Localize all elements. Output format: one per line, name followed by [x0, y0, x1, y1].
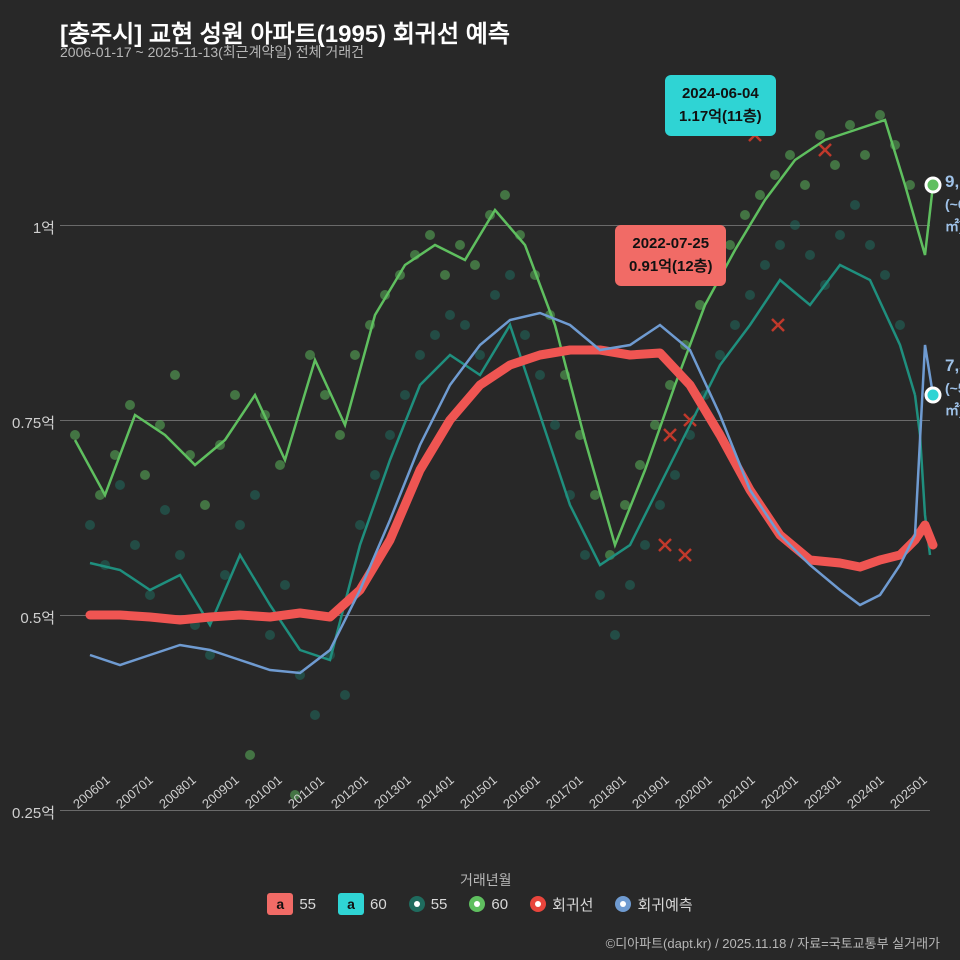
chart-subtitle: 2006-01-17 ~ 2025-11-13(최근계약일) 전체 거래건	[60, 42, 364, 62]
legend-item-swatch-60[interactable]: a 60	[338, 893, 387, 915]
legend-dot-60-icon	[469, 896, 485, 912]
chart-legend: a 55 a 60 55 60 회귀선 회귀예측	[0, 893, 960, 915]
legend-item-dot-60[interactable]: 60	[469, 896, 508, 913]
legend-dot-55-icon	[409, 896, 425, 912]
legend-item-forecast[interactable]: 회귀예측	[615, 894, 692, 915]
xaxis-label: 거래년월	[460, 870, 512, 890]
legend-swatch-60-color: a	[338, 893, 364, 915]
endpoint-label-60: 9,100 (~60㎡)	[945, 171, 960, 237]
callout-2024-06-04[interactable]: 2024-06-04 1.17억(11층)	[665, 75, 776, 136]
ytick-label-3: 0.25억	[0, 802, 55, 823]
scatter-dots-55	[85, 200, 905, 720]
ytick-label-1: 0.75억	[0, 412, 55, 433]
endpoint-label-55: 7,520 (~55㎡)	[945, 355, 960, 421]
scatter-and-lines-svg	[60, 95, 930, 795]
chart-plot-area: 1억 0.75억 0.5억 0.25억 매매가(원)	[60, 95, 930, 795]
callout-2022-07-25[interactable]: 2022-07-25 0.91억(12층)	[615, 225, 726, 286]
endpoint-55-forecast[interactable]	[926, 388, 940, 402]
ytick-label-2: 0.5억	[0, 607, 55, 628]
footer-text: ©디아파트(dapt.kr) / 2025.11.18 / 자료=국토교통부 실…	[606, 933, 940, 952]
legend-item-regression[interactable]: 회귀선	[530, 894, 593, 915]
endpoint-60[interactable]	[926, 178, 940, 192]
gridline-0.25억	[60, 810, 930, 811]
legend-item-swatch-55[interactable]: a 55	[267, 893, 316, 915]
legend-item-dot-55[interactable]: 55	[409, 896, 448, 913]
legend-dot-forecast-icon	[615, 896, 631, 912]
ytick-label-0: 1억	[0, 217, 55, 238]
series-line-regression[interactable]	[90, 350, 933, 620]
legend-swatch-55-color: a	[267, 893, 293, 915]
legend-dot-regression-icon	[530, 896, 546, 912]
series-line-55[interactable]	[90, 265, 915, 660]
